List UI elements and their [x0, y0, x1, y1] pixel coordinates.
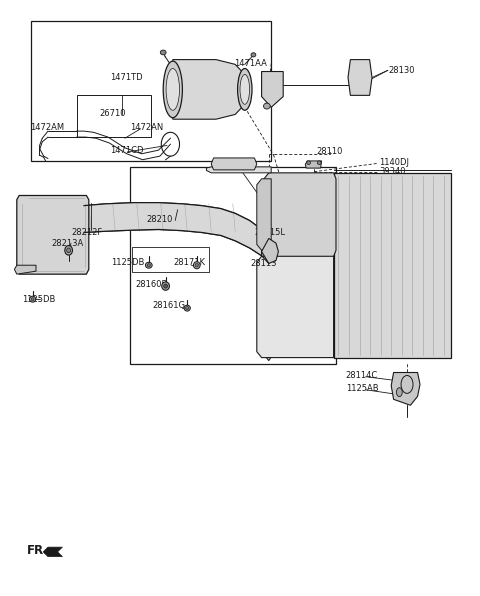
Ellipse shape: [238, 69, 252, 110]
Ellipse shape: [30, 296, 36, 302]
Polygon shape: [262, 173, 336, 361]
Text: 28210: 28210: [147, 215, 173, 224]
Polygon shape: [43, 547, 62, 557]
Ellipse shape: [396, 387, 402, 397]
Bar: [132, 247, 209, 272]
Polygon shape: [305, 161, 322, 168]
Ellipse shape: [31, 298, 34, 301]
Ellipse shape: [251, 53, 256, 57]
Text: 1125DB: 1125DB: [111, 258, 145, 268]
Bar: [130, 167, 336, 364]
Polygon shape: [257, 179, 271, 250]
Ellipse shape: [67, 248, 71, 253]
Ellipse shape: [163, 61, 182, 118]
Text: 1125DB: 1125DB: [22, 294, 55, 304]
Bar: [77, 95, 151, 137]
Ellipse shape: [195, 263, 199, 267]
Polygon shape: [257, 256, 334, 358]
Text: 28114C: 28114C: [346, 371, 378, 380]
Polygon shape: [84, 203, 269, 263]
Ellipse shape: [317, 161, 321, 164]
Bar: [31, 21, 271, 161]
Ellipse shape: [166, 69, 180, 110]
Ellipse shape: [185, 306, 189, 310]
Text: 28171K: 28171K: [174, 258, 206, 268]
Polygon shape: [391, 372, 420, 405]
Text: 39340: 39340: [379, 167, 406, 176]
Text: 28160B: 28160B: [135, 280, 168, 289]
Polygon shape: [170, 60, 250, 119]
Text: 26710: 26710: [99, 108, 126, 118]
Ellipse shape: [193, 262, 200, 269]
Ellipse shape: [160, 50, 166, 55]
Polygon shape: [334, 173, 451, 358]
Ellipse shape: [162, 282, 169, 290]
Polygon shape: [17, 195, 89, 274]
Polygon shape: [262, 72, 283, 107]
Text: 1471TD: 1471TD: [110, 73, 143, 82]
Text: 28110: 28110: [317, 147, 343, 157]
Text: 28213A: 28213A: [52, 238, 84, 248]
Text: 1472AM: 1472AM: [30, 123, 64, 132]
Text: 28130: 28130: [389, 66, 415, 75]
Ellipse shape: [147, 263, 151, 267]
Ellipse shape: [184, 305, 190, 311]
Ellipse shape: [307, 161, 311, 164]
Text: 1471AA: 1471AA: [234, 58, 267, 68]
Text: 28161G: 28161G: [153, 301, 186, 311]
Text: 1472AN: 1472AN: [130, 123, 163, 132]
Text: FR.: FR.: [26, 544, 48, 557]
Ellipse shape: [65, 246, 72, 255]
Ellipse shape: [264, 103, 270, 109]
Text: 28212F: 28212F: [71, 228, 102, 237]
Text: 1125AB: 1125AB: [346, 384, 378, 393]
Text: 1140DJ: 1140DJ: [379, 158, 409, 167]
Ellipse shape: [240, 74, 250, 104]
Ellipse shape: [145, 262, 152, 268]
Text: 28115L: 28115L: [254, 228, 286, 237]
Polygon shape: [348, 60, 372, 95]
Polygon shape: [206, 167, 271, 173]
Text: 1471CD: 1471CD: [110, 145, 144, 155]
Ellipse shape: [164, 284, 168, 288]
Polygon shape: [262, 238, 278, 263]
Polygon shape: [211, 158, 257, 170]
Text: 28113: 28113: [251, 259, 277, 268]
Polygon shape: [14, 265, 36, 274]
